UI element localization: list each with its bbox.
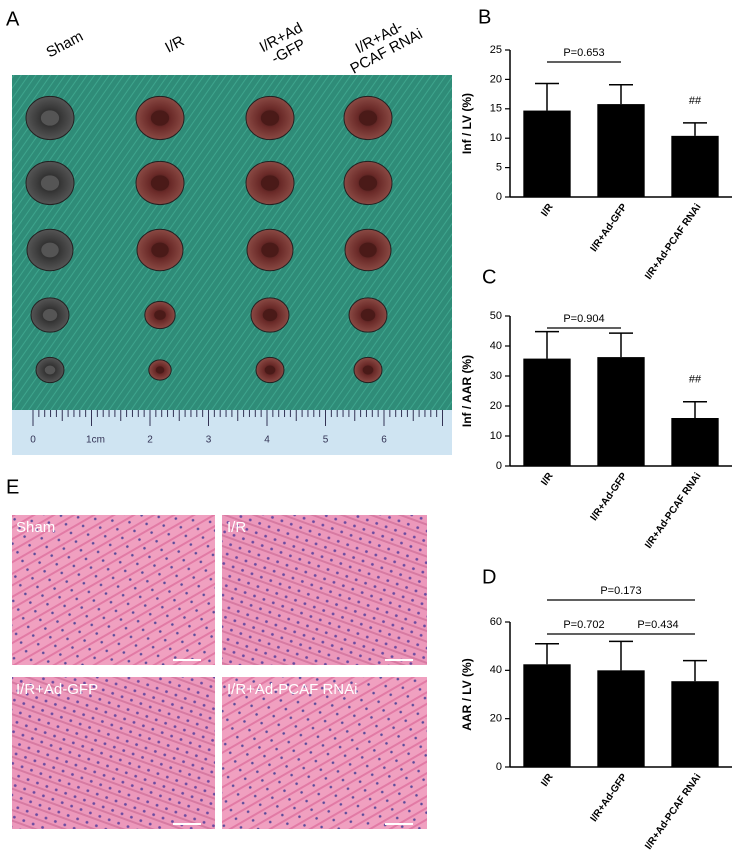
bar [523, 664, 571, 767]
heart-lumen [260, 110, 280, 126]
panel-letter: D [482, 566, 496, 588]
y-tick-label: 30 [490, 370, 502, 382]
ruler-label: 5 [323, 435, 329, 446]
column-label: I/R+Ad-PCAF RNAi [340, 12, 425, 78]
image-label: I/R+Ad-PCAF RNAi [227, 681, 357, 698]
heart-lumen [150, 110, 170, 126]
y-tick-label: 0 [496, 761, 502, 773]
heart-lumen [262, 308, 278, 322]
x-tick-label: I/R+Ad-PCAF RNAi [643, 202, 704, 282]
x-tick-label: I/R+Ad-PCAF RNAi [643, 471, 704, 551]
x-tick-label: I/R+Ad-GFP [589, 772, 630, 824]
p-value: P=0.434 [637, 619, 678, 631]
bar [597, 357, 645, 466]
y-tick-label: 0 [496, 460, 502, 472]
y-tick-label: 60 [490, 616, 502, 628]
heart-lumen [362, 365, 374, 375]
x-tick-label: I/R+Ad-GFP [589, 202, 630, 254]
x-tick-label: I/R+Ad-GFP [589, 471, 630, 523]
heart-lumen [155, 366, 165, 374]
heart-lumen [44, 365, 56, 375]
p-value: P=0.653 [563, 47, 604, 59]
panel-letter: E [6, 476, 19, 498]
p-value: P=0.904 [563, 313, 604, 325]
panel-letter: B [478, 6, 491, 28]
column-label: I/R+Ad-GFP [257, 19, 313, 70]
x-tick-label: I/R [539, 470, 556, 487]
bar [671, 135, 719, 197]
x-tick-label: I/R+Ad-PCAF RNAi [643, 772, 704, 852]
y-tick-label: 25 [490, 44, 502, 56]
heart-lumen [40, 175, 60, 191]
y-tick-label: 20 [490, 400, 502, 412]
heart-lumen [154, 310, 166, 320]
y-tick-label: 50 [490, 310, 502, 322]
histology [12, 515, 427, 829]
significance-mark: ## [689, 95, 702, 107]
heart-lumen [358, 175, 378, 191]
p-value: P=0.173 [600, 585, 641, 597]
histology-image [222, 515, 427, 665]
ruler [12, 410, 452, 455]
ruler-label: 1cm [86, 435, 105, 446]
significance-mark: ## [689, 374, 702, 386]
heart-lumen [260, 175, 280, 191]
ruler-label: 3 [206, 435, 212, 446]
y-tick-label: 15 [490, 103, 502, 115]
bar [523, 358, 571, 466]
histology-image [222, 677, 427, 829]
histology-image [12, 677, 215, 829]
bar [597, 670, 645, 767]
heart-lumen [41, 242, 59, 258]
ruler-label: 6 [381, 435, 387, 446]
heart-lumen [264, 365, 276, 375]
bar [597, 104, 645, 197]
x-tick-label: I/R [539, 771, 556, 788]
y-tick-label: 40 [490, 340, 502, 352]
panel-letter: C [482, 266, 496, 288]
bar [671, 418, 719, 466]
ruler-label: 2 [147, 435, 153, 446]
heart-lumen [261, 242, 279, 258]
bar [523, 110, 571, 197]
ruler-label: 4 [264, 435, 270, 446]
heart-lumen [151, 242, 169, 258]
bar [671, 681, 719, 767]
y-axis-label: Inf / AAR (%) [460, 355, 474, 427]
y-tick-label: 20 [490, 73, 502, 85]
image-label: I/R+Ad-GFP [16, 681, 98, 698]
histology-image [12, 515, 215, 665]
column-label: I/R [162, 32, 187, 56]
y-tick-label: 20 [490, 713, 502, 725]
y-tick-label: 10 [490, 132, 502, 144]
heart-lumen [40, 110, 60, 126]
image-label: I/R [227, 519, 246, 536]
heart-lumen [359, 242, 377, 258]
y-axis-label: Inf / LV (%) [460, 93, 474, 154]
p-value: P=0.702 [563, 619, 604, 631]
y-tick-label: 5 [496, 162, 502, 174]
y-axis-label: AAR / LV (%) [460, 658, 474, 730]
column-label: Sham [43, 28, 86, 61]
heart-lumen [360, 308, 376, 322]
panel-letter: A [6, 8, 20, 30]
y-tick-label: 10 [490, 430, 502, 442]
x-tick-label: I/R [539, 201, 556, 218]
y-tick-label: 0 [496, 191, 502, 203]
heart-lumen [42, 308, 58, 322]
image-label: Sham [16, 519, 55, 536]
heart-lumen [150, 175, 170, 191]
ruler-label: 0 [30, 435, 36, 446]
heart-lumen [358, 110, 378, 126]
y-tick-label: 40 [490, 664, 502, 676]
